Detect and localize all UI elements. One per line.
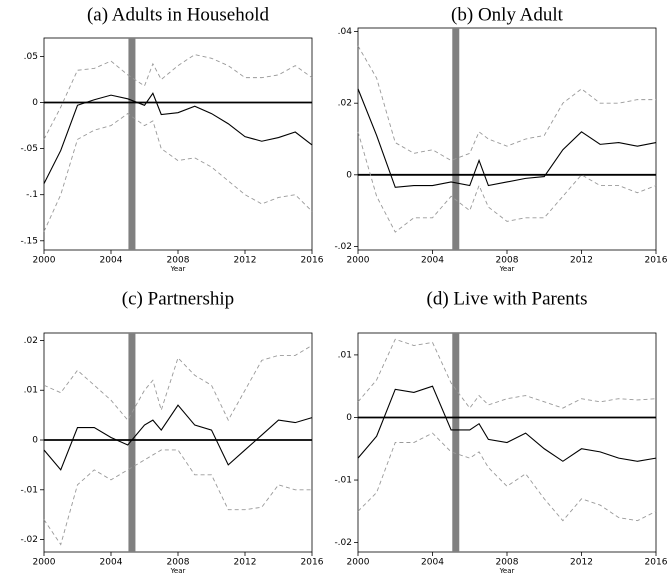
x-tick-label: 2004 bbox=[100, 256, 123, 266]
chart-title: (d) Live with Parents bbox=[427, 288, 588, 309]
x-axis-label: Year bbox=[499, 567, 515, 575]
x-tick-label: 2004 bbox=[421, 558, 444, 568]
y-tick-label: .01 bbox=[338, 350, 352, 360]
x-tick-label: 2016 bbox=[301, 558, 324, 568]
x-tick-label: 2000 bbox=[347, 558, 370, 568]
y-tick-label: .05 bbox=[24, 52, 38, 62]
ci-line bbox=[357, 432, 657, 522]
x-axis-label: Year bbox=[170, 265, 186, 273]
x-tick-label: 2008 bbox=[167, 558, 190, 568]
y-tick-label: 0 bbox=[346, 413, 352, 423]
event-bar bbox=[452, 28, 460, 250]
x-tick-label: 2004 bbox=[100, 558, 123, 568]
chart-title: (b) Only Adult bbox=[451, 4, 564, 25]
y-tick-label: 0 bbox=[346, 170, 352, 180]
ci-line bbox=[357, 338, 657, 409]
x-tick-label: 2008 bbox=[167, 256, 190, 266]
x-axis-label: Year bbox=[499, 265, 515, 273]
chart-title: (c) Partnership bbox=[122, 288, 234, 309]
y-tick-label: .01 bbox=[24, 386, 38, 396]
x-tick-label: 2000 bbox=[347, 256, 370, 266]
plot-frame bbox=[43, 37, 313, 251]
y-tick-label: -.02 bbox=[334, 538, 352, 548]
x-tick-label: 2012 bbox=[234, 256, 257, 266]
x-tick-label: 2012 bbox=[570, 558, 593, 568]
estimate-line bbox=[43, 92, 313, 184]
estimate-line bbox=[43, 404, 313, 471]
x-tick-label: 2000 bbox=[33, 558, 56, 568]
y-tick-label: -.01 bbox=[20, 485, 38, 495]
estimate-line bbox=[357, 88, 657, 188]
x-tick-label: 2016 bbox=[645, 256, 668, 266]
x-tick-label: 2008 bbox=[496, 558, 519, 568]
x-tick-label: 2016 bbox=[645, 558, 668, 568]
x-tick-label: 2000 bbox=[33, 256, 56, 266]
chart-title: (a) Adults in Household bbox=[87, 4, 270, 25]
event-bar bbox=[128, 38, 136, 250]
ci-line bbox=[357, 131, 657, 233]
x-axis-label: Year bbox=[170, 567, 186, 575]
y-tick-label: 0 bbox=[32, 98, 38, 108]
plot-frame bbox=[357, 27, 657, 251]
plot-frame bbox=[43, 332, 313, 553]
y-tick-label: -.1 bbox=[26, 190, 38, 200]
y-tick-label: -.05 bbox=[20, 144, 38, 154]
y-tick-label: -.01 bbox=[334, 476, 352, 486]
ci-line bbox=[357, 45, 656, 161]
y-tick-label: .02 bbox=[338, 99, 352, 109]
estimate-line bbox=[357, 385, 657, 462]
x-tick-label: 2008 bbox=[496, 256, 519, 266]
y-tick-label: .02 bbox=[24, 336, 38, 346]
x-tick-label: 2012 bbox=[234, 558, 257, 568]
event-bar bbox=[452, 333, 460, 552]
ci-line bbox=[43, 449, 312, 546]
event-bar bbox=[128, 333, 136, 552]
y-tick-label: -.02 bbox=[20, 535, 38, 545]
ci-line bbox=[43, 54, 313, 140]
y-tick-label: 0 bbox=[32, 436, 38, 446]
ci-line bbox=[43, 113, 313, 232]
x-tick-label: 2016 bbox=[301, 256, 324, 266]
x-tick-label: 2012 bbox=[570, 256, 593, 266]
x-tick-label: 2004 bbox=[421, 256, 444, 266]
y-tick-label: -.02 bbox=[334, 242, 352, 252]
ci-line bbox=[43, 345, 313, 422]
y-tick-label: -.15 bbox=[20, 236, 38, 246]
y-tick-label: .04 bbox=[338, 27, 353, 37]
